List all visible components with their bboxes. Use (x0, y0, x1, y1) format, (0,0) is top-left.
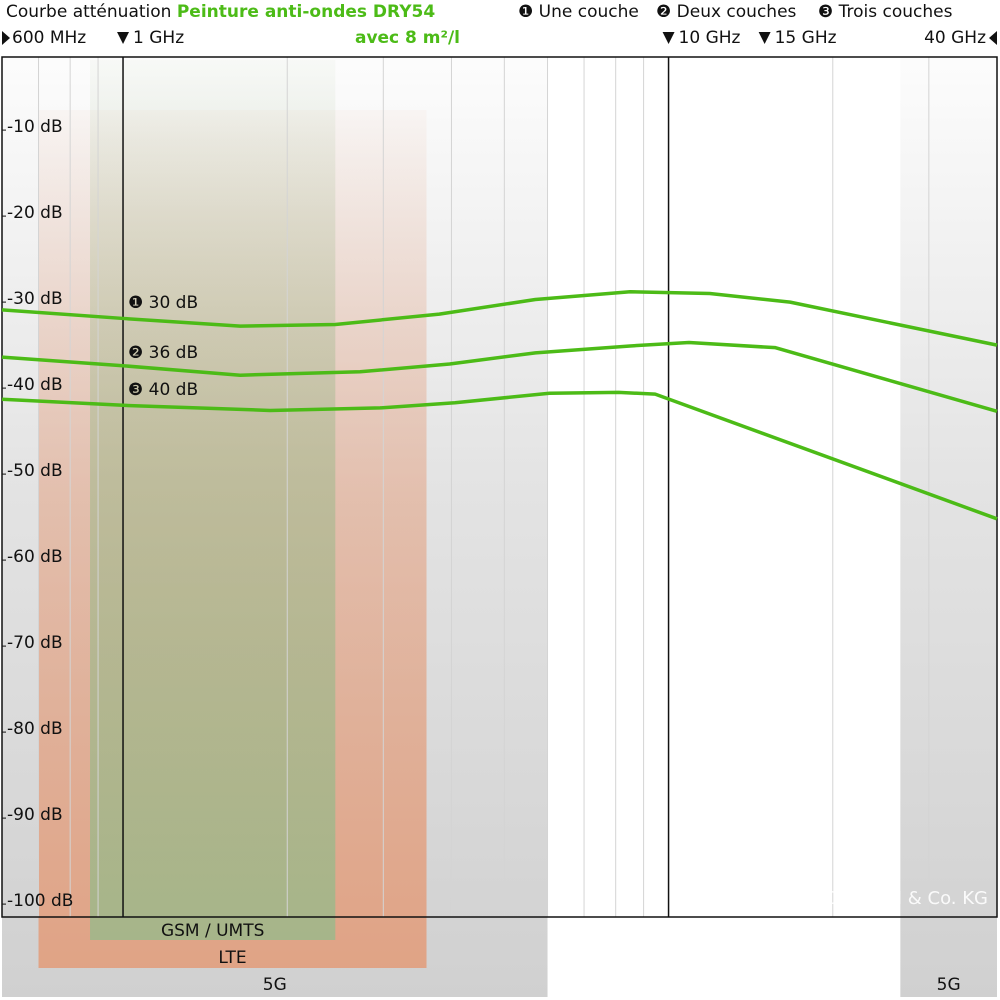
subtitle2: avec 8 m²/l (355, 28, 460, 48)
plot-frame (1, 56, 998, 918)
x-tick-label: 15 GHz (775, 28, 837, 48)
y-tick-label: -100 dB (7, 891, 73, 911)
x-tick-mark (2, 31, 10, 45)
band-label: 5G (937, 975, 961, 995)
y-tick-label: -40 dB (7, 375, 63, 395)
band-label: LTE (218, 948, 246, 968)
band-label: GSM / UMTS (161, 921, 264, 941)
lines (1, 290, 998, 521)
x-tick-mark (117, 32, 130, 44)
y-tick-label: -80 dB (7, 719, 63, 739)
y-tick-label: -60 dB (7, 547, 63, 567)
y-tick-label: -90 dB (7, 805, 63, 825)
subtitle: Peinture anti-ondes DRY54 (177, 2, 435, 22)
band (90, 60, 336, 940)
y-tick-label: -70 dB (7, 633, 63, 653)
x-tick-label: 10 GHz (679, 28, 741, 48)
series-line (1, 290, 998, 347)
annotation: ❸ 40 dB (128, 380, 198, 400)
y-tick-label: -50 dB (7, 461, 63, 481)
series-line (1, 340, 998, 414)
x-tick-label: 40 GHz (924, 28, 986, 48)
legend-entry: ❶ Une couche (518, 2, 639, 22)
annotation: ❷ 36 dB (128, 343, 198, 363)
chart-title: Courbe atténuation Peinture anti-ondes D… (6, 2, 435, 22)
x-tick-mark (662, 32, 675, 44)
x-tick-mark (758, 32, 771, 44)
annotation: ❶ 30 dB (128, 293, 198, 313)
bands (2, 57, 997, 997)
series-line (1, 390, 998, 521)
copyright: © YSHIELD GmbH & Co. KG (740, 888, 988, 909)
band (900, 57, 997, 997)
x-tick-label: 600 MHz (12, 28, 86, 48)
legend-entry: ❸ Trois couches (818, 2, 953, 22)
y-tick-label: -20 dB (7, 203, 63, 223)
y-tick-label: -10 dB (7, 117, 63, 137)
legend-entry: ❷ Deux couches (656, 2, 797, 22)
grid (38, 57, 930, 917)
band-label: 5G (263, 975, 287, 995)
x-tick-mark (989, 31, 997, 45)
x-tick-label: 1 GHz (133, 28, 184, 48)
y-tick-label: -30 dB (7, 289, 63, 309)
title: Courbe atténuation (6, 2, 171, 22)
